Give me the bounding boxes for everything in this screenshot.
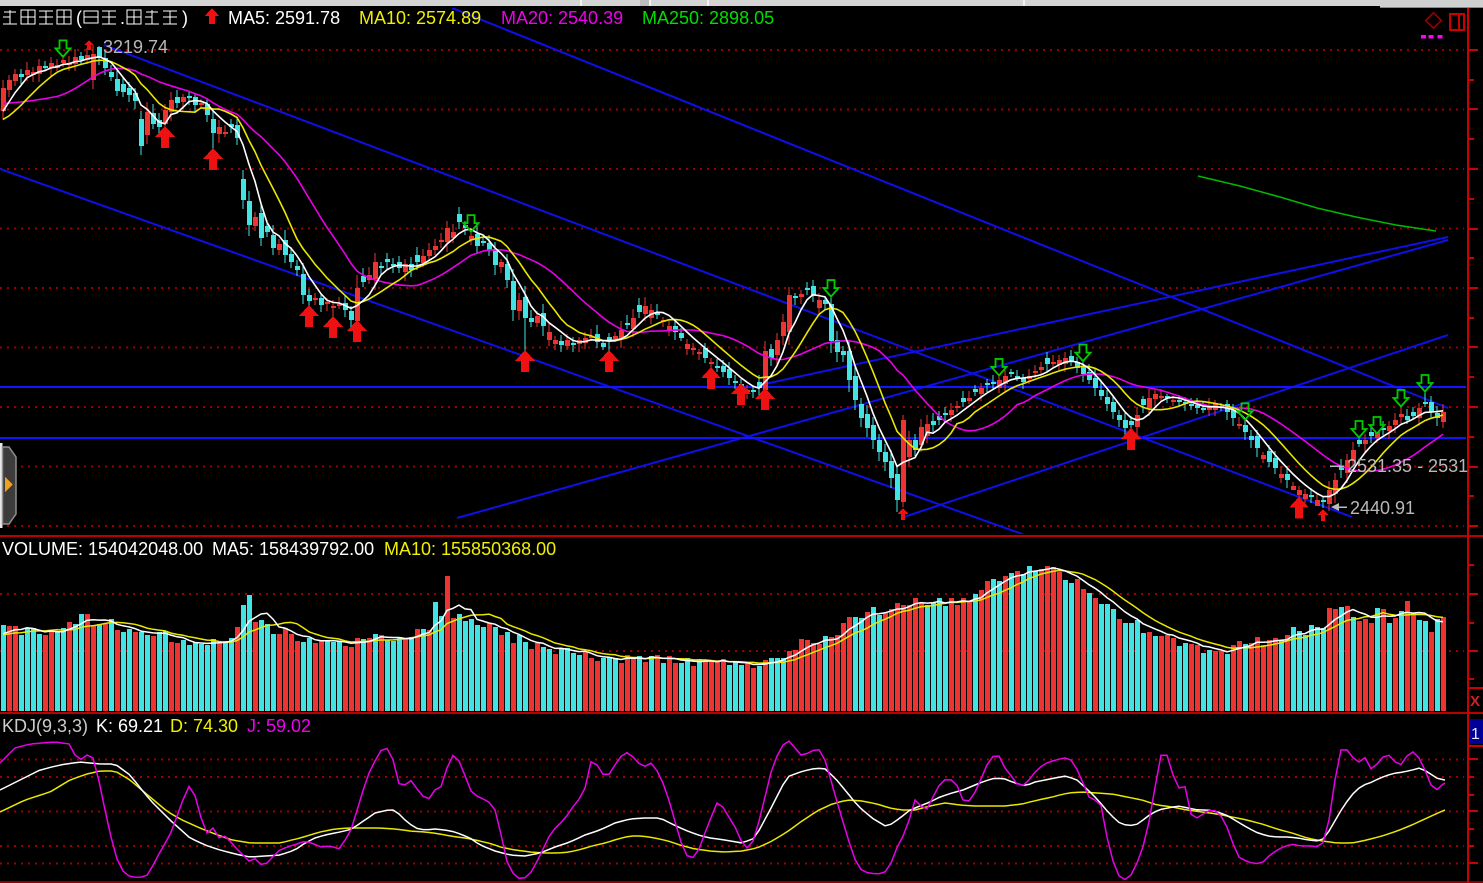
svg-text:): ) [182, 8, 188, 28]
svg-text:K: 69.21: K: 69.21 [96, 716, 163, 736]
svg-text:D: 74.30: D: 74.30 [170, 716, 238, 736]
svg-text:1: 1 [1471, 726, 1480, 743]
svg-text:(: ( [76, 8, 82, 28]
svg-text:MA5: 2591.78: MA5: 2591.78 [228, 8, 340, 28]
svg-text:MA5: 158439792.00: MA5: 158439792.00 [212, 539, 374, 559]
svg-text:KDJ(9,3,3): KDJ(9,3,3) [2, 716, 88, 736]
svg-text:.: . [120, 8, 125, 28]
svg-text:J: 59.02: J: 59.02 [247, 716, 311, 736]
svg-text:X: X [1470, 693, 1480, 710]
svg-text:VOLUME: 154042048.00: VOLUME: 154042048.00 [2, 539, 203, 559]
svg-text:3219.74: 3219.74 [103, 37, 168, 57]
svg-text:MA20: 2540.39: MA20: 2540.39 [501, 8, 623, 28]
svg-text:MA10: 155850368.00: MA10: 155850368.00 [384, 539, 556, 559]
svg-text:2440.91: 2440.91 [1350, 498, 1415, 518]
svg-text:MA250: 2898.05: MA250: 2898.05 [642, 8, 774, 28]
svg-text:MA10: 2574.89: MA10: 2574.89 [359, 8, 481, 28]
svg-text:2531.35 - 2531: 2531.35 - 2531 [1347, 456, 1468, 476]
